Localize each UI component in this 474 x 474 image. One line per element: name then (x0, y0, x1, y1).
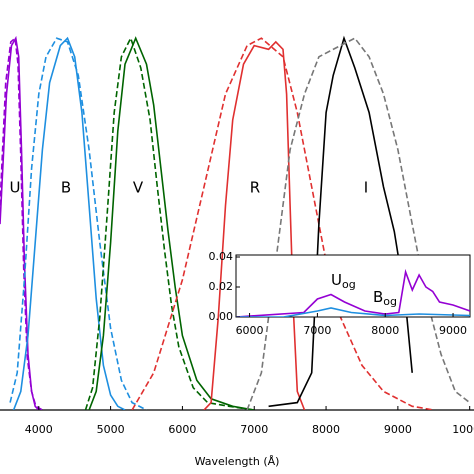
y-tick-label: 0.00 (209, 310, 234, 323)
x-tick-label: 7000 (240, 423, 268, 436)
inset-label: Bog (373, 288, 397, 309)
band-label: I (364, 179, 368, 197)
label-main: B (373, 288, 383, 306)
label-main: U (331, 271, 342, 289)
label-sub: og (342, 278, 356, 291)
x-tick-label: 9000 (384, 423, 412, 436)
y-tick-label: 0.04 (209, 250, 234, 263)
x-tick-label: 9000 (439, 324, 467, 337)
series-line (246, 37, 471, 410)
series-line (12, 36, 126, 410)
x-tick-label: 6000 (168, 423, 196, 436)
series-line (236, 268, 470, 317)
x-tick-label: 6000 (236, 324, 264, 337)
x-tick-label: 4000 (25, 423, 53, 436)
band-label: U (10, 179, 21, 197)
series-line (203, 40, 306, 410)
series-line (84, 36, 255, 410)
x-tick-label: 5000 (97, 423, 125, 436)
inset-label: Uog (331, 271, 356, 292)
inset-frame (235, 254, 471, 318)
series-line (9, 37, 147, 410)
series-line (0, 35, 40, 410)
x-tick-label: 7000 (303, 324, 331, 337)
series-line (88, 36, 255, 410)
series-line (236, 307, 470, 317)
series-line (131, 37, 434, 410)
x-tick-label: 10000 (452, 423, 474, 436)
band-label: V (133, 179, 144, 197)
y-tick-label: 0.02 (209, 280, 234, 293)
series-line (268, 35, 413, 408)
label-sub: og (383, 295, 397, 308)
x-tick-label: 8000 (312, 423, 340, 436)
band-label: B (61, 179, 71, 197)
band-label: R (250, 179, 260, 197)
x-tick-label: 8000 (371, 324, 399, 337)
x-axis-label: Wavelength (Å) (195, 455, 280, 468)
series-line (0, 36, 43, 410)
